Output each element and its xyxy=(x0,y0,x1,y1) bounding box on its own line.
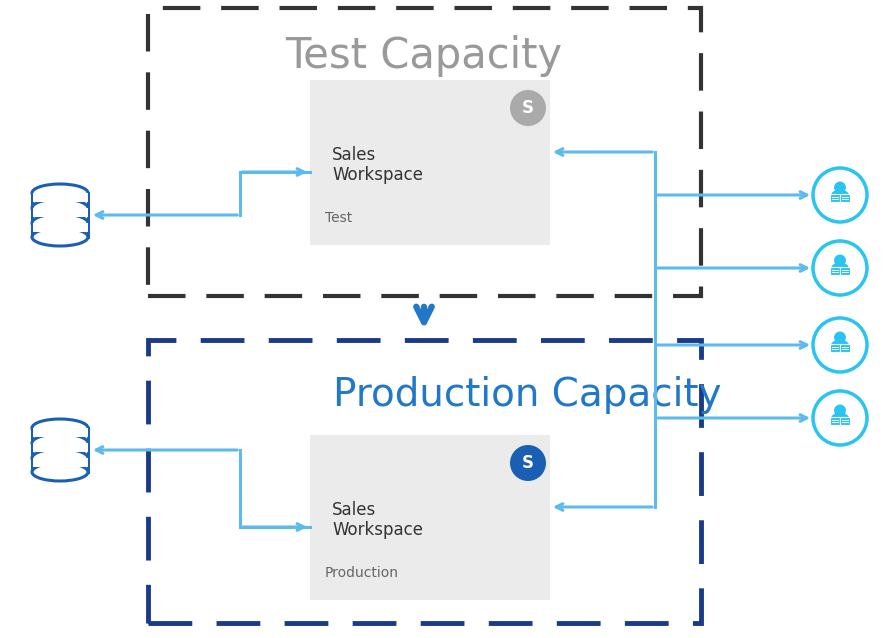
Polygon shape xyxy=(310,80,550,245)
Ellipse shape xyxy=(830,189,849,203)
Polygon shape xyxy=(33,428,87,437)
Circle shape xyxy=(813,391,867,445)
Ellipse shape xyxy=(32,419,88,437)
Circle shape xyxy=(813,318,867,372)
Polygon shape xyxy=(840,344,850,352)
Text: Production: Production xyxy=(325,566,399,580)
Ellipse shape xyxy=(830,263,849,276)
Circle shape xyxy=(813,168,867,222)
Ellipse shape xyxy=(32,214,88,232)
Ellipse shape xyxy=(32,184,88,202)
Circle shape xyxy=(834,332,846,343)
Circle shape xyxy=(510,90,546,126)
Ellipse shape xyxy=(830,339,849,353)
Ellipse shape xyxy=(830,413,849,426)
Polygon shape xyxy=(33,223,87,232)
Text: Production Capacity: Production Capacity xyxy=(333,376,722,414)
Text: Workspace: Workspace xyxy=(332,166,423,184)
Text: S: S xyxy=(522,454,534,472)
Text: Workspace: Workspace xyxy=(332,521,423,539)
Polygon shape xyxy=(310,435,550,600)
Polygon shape xyxy=(32,193,88,237)
Ellipse shape xyxy=(32,449,88,467)
Polygon shape xyxy=(827,419,854,424)
Ellipse shape xyxy=(32,463,88,481)
Text: Sales: Sales xyxy=(332,501,376,519)
Polygon shape xyxy=(33,193,87,202)
Polygon shape xyxy=(33,443,87,452)
Polygon shape xyxy=(829,267,840,275)
Text: Sales: Sales xyxy=(332,146,376,164)
Ellipse shape xyxy=(32,228,88,246)
Ellipse shape xyxy=(32,199,88,217)
Polygon shape xyxy=(840,194,850,202)
Circle shape xyxy=(834,404,846,417)
Text: Test Capacity: Test Capacity xyxy=(286,35,562,77)
Polygon shape xyxy=(840,417,850,425)
Polygon shape xyxy=(840,267,850,275)
Ellipse shape xyxy=(32,434,88,452)
Text: S: S xyxy=(522,99,534,117)
Text: Test: Test xyxy=(325,211,352,225)
Circle shape xyxy=(813,241,867,295)
Polygon shape xyxy=(829,417,840,425)
Polygon shape xyxy=(829,344,840,352)
Circle shape xyxy=(834,181,846,193)
Polygon shape xyxy=(829,194,840,202)
Polygon shape xyxy=(33,458,87,467)
Polygon shape xyxy=(827,269,854,274)
Polygon shape xyxy=(827,346,854,350)
Circle shape xyxy=(510,445,546,481)
Polygon shape xyxy=(32,428,88,472)
Circle shape xyxy=(834,255,846,267)
Polygon shape xyxy=(827,197,854,200)
Polygon shape xyxy=(33,208,87,217)
